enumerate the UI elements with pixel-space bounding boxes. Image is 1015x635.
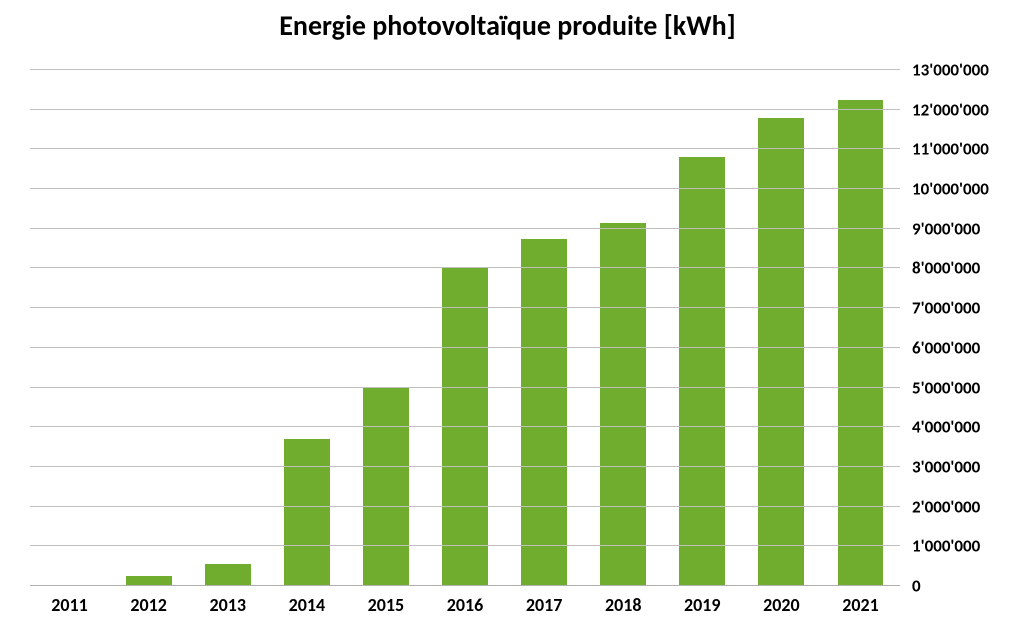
y-tick-label: 11'000'000 — [912, 139, 989, 160]
bar — [284, 439, 330, 586]
bars-layer — [30, 70, 900, 586]
y-tick-label: 3'000'000 — [912, 456, 980, 477]
bar — [205, 564, 251, 586]
bar-slot — [821, 70, 900, 586]
chart-title: Energie photovoltaïque produite [kWh] — [0, 8, 1015, 43]
y-tick-label: 1'000'000 — [912, 536, 980, 557]
y-tick-label: 4'000'000 — [912, 417, 980, 438]
y-tick-label: 9'000'000 — [912, 218, 980, 239]
y-tick-label: 13'000'000 — [912, 60, 989, 81]
x-tick-label: 2015 — [346, 594, 425, 616]
gridline — [30, 148, 900, 149]
y-tick-label: 10'000'000 — [912, 179, 989, 200]
x-axis: 2011201220132014201520162017201820192020… — [30, 594, 900, 616]
x-tick-label: 2014 — [267, 594, 346, 616]
bar — [442, 268, 488, 586]
bar-slot — [267, 70, 346, 586]
gridline — [30, 307, 900, 308]
gridline — [30, 545, 900, 546]
gridline — [30, 347, 900, 348]
gridline — [30, 69, 900, 70]
gridline — [30, 506, 900, 507]
gridline — [30, 188, 900, 189]
x-tick-label: 2017 — [505, 594, 584, 616]
bar-slot — [425, 70, 504, 586]
y-tick-label: 0 — [912, 576, 921, 597]
y-tick-label: 8'000'000 — [912, 258, 980, 279]
y-tick-label: 12'000'000 — [912, 99, 989, 120]
x-tick-label: 2013 — [188, 594, 267, 616]
gridline — [30, 466, 900, 467]
bar-slot — [109, 70, 188, 586]
bar-slot — [742, 70, 821, 586]
x-tick-label: 2021 — [821, 594, 900, 616]
y-tick-label: 2'000'000 — [912, 496, 980, 517]
x-tick-label: 2016 — [425, 594, 504, 616]
bar-slot — [663, 70, 742, 586]
bar — [679, 157, 725, 586]
bar-slot — [584, 70, 663, 586]
chart-container: Energie photovoltaïque produite [kWh] 20… — [0, 0, 1015, 635]
y-tick-label: 5'000'000 — [912, 377, 980, 398]
bar-slot — [188, 70, 267, 586]
gridline — [30, 267, 900, 268]
x-tick-label: 2019 — [663, 594, 742, 616]
bar — [838, 100, 884, 586]
gridline — [30, 585, 900, 586]
gridline — [30, 426, 900, 427]
gridline — [30, 109, 900, 110]
x-tick-label: 2011 — [30, 594, 109, 616]
bar — [600, 223, 646, 586]
bar — [363, 388, 409, 586]
bar — [521, 239, 567, 586]
y-tick-label: 7'000'000 — [912, 298, 980, 319]
bar-slot — [505, 70, 584, 586]
gridline — [30, 387, 900, 388]
x-tick-label: 2018 — [584, 594, 663, 616]
plot-area — [30, 70, 900, 586]
bar-slot — [346, 70, 425, 586]
x-tick-label: 2020 — [742, 594, 821, 616]
x-tick-label: 2012 — [109, 594, 188, 616]
gridline — [30, 228, 900, 229]
y-axis: 01'000'0002'000'0003'000'0004'000'0005'0… — [912, 70, 1015, 586]
y-tick-label: 6'000'000 — [912, 337, 980, 358]
bar-slot — [30, 70, 109, 586]
